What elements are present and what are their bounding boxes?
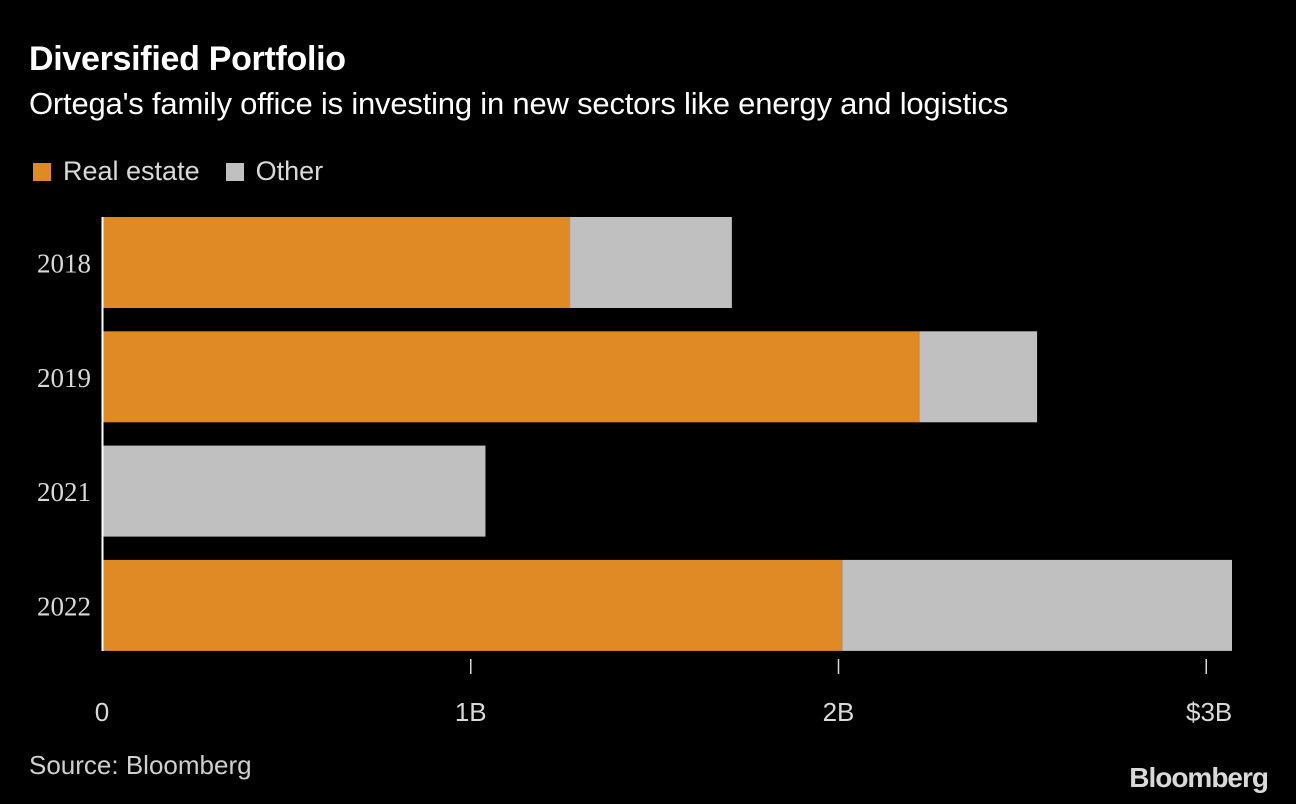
bar-other-2022 — [842, 559, 1232, 651]
legend-swatch-real-estate — [33, 162, 51, 181]
bar-real-estate-2019 — [103, 331, 920, 423]
category-label-2019: 2019 — [37, 363, 91, 393]
x-tick-label-0: 0 — [95, 697, 109, 727]
source-note: Source: Bloomberg — [29, 750, 252, 780]
bar-real-estate-2018 — [103, 217, 571, 308]
legend: Real estate Other — [33, 156, 349, 187]
x-tick-label-3: $3B — [1186, 697, 1232, 727]
category-label-2022: 2022 — [37, 591, 91, 621]
bar-other-2018 — [570, 217, 732, 308]
legend-item-other: Other — [225, 156, 324, 187]
bloomberg-logo: Bloomberg — [1129, 762, 1269, 793]
category-label-2021: 2021 — [37, 477, 91, 507]
legend-label-other: Other — [255, 156, 324, 186]
bar-other-2021 — [103, 445, 486, 537]
x-tick-label-2: 2B — [823, 697, 855, 727]
chart-subtitle: Ortega's family office is investing in n… — [29, 86, 1009, 121]
bar-other-2019 — [919, 331, 1038, 423]
legend-swatch-other — [225, 162, 244, 181]
x-tick-label-1: 1B — [455, 697, 487, 727]
chart-title: Diversified Portfolio — [29, 40, 346, 78]
legend-item-real-estate: Real estate — [33, 156, 200, 187]
bar-real-estate-2022 — [103, 559, 843, 651]
legend-label-real-estate: Real estate — [63, 156, 200, 186]
category-label-2018: 2018 — [37, 249, 91, 279]
